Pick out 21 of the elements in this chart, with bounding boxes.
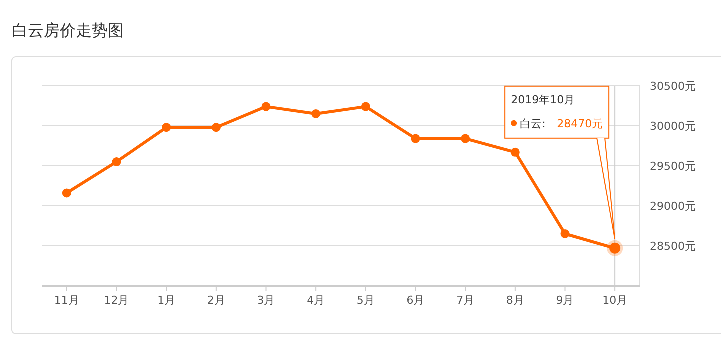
legend-label: 白云: [520,117,546,130]
annotation: 2019年10月 [511,93,576,106]
y-tick-label: 29000元 [650,200,696,213]
x-tick-label: 5月 [356,294,375,307]
y-tick-label: 28500元 [650,240,696,253]
x-tick-label: 9月 [556,294,574,307]
y-tick-label: 30500元 [650,80,696,93]
x-tick-label: 8月 [506,294,524,307]
chart-title: 白云房价走势图 [12,21,124,40]
y-tick-label: 30000元 [650,120,696,133]
x-tick-label: 4月 [307,294,326,307]
x-tick-label: 2月 [207,294,226,307]
x-tick-label: 3月 [257,294,276,307]
x-tick-label: 12月 [104,294,130,307]
x-tick-label: 6月 [406,294,425,307]
x-tick-label: 10月 [602,294,628,307]
x-tick-label: 1月 [158,294,176,307]
data-label: 28470元 [557,117,604,130]
x-tick-label: 11月 [54,294,80,307]
x-tick-label: 7月 [456,294,475,307]
y-tick-label: 29500元 [650,160,696,173]
